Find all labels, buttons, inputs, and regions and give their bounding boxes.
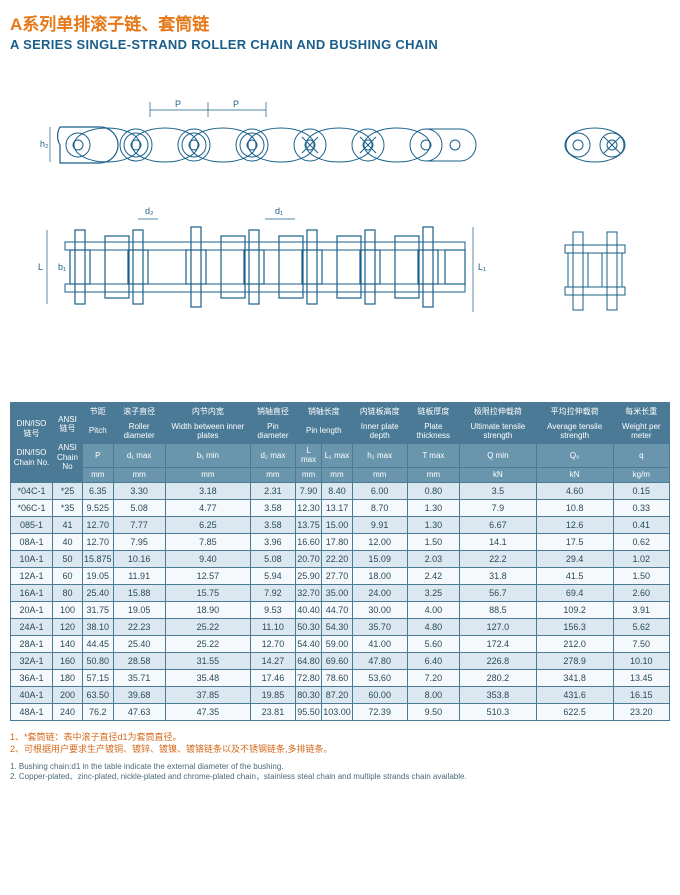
footnotes-chinese: 1、*套筒链：表中滚子直径d1为套筒直径。 2、可根据用户要求生产镀铜、镀锌、镀… [10,731,670,756]
hdr-iso: DIN/ISO 链号DIN/ISO Chain No. [11,403,53,483]
chain-diagram: P P h₂ [10,82,670,362]
table-row: 48A-124076.247.6347.3523.8195.50103.0072… [11,703,670,720]
spec-table: DIN/ISO 链号DIN/ISO Chain No. ANSI 链号ANSI … [10,402,670,721]
table-row: *06C-1*359.5255.084.773.5812.3013.178.70… [11,499,670,516]
table-header: DIN/ISO 链号DIN/ISO Chain No. ANSI 链号ANSI … [11,403,670,483]
table-row: 24A-112038.1022.2325.2211.1050.3054.3035… [11,618,670,635]
svg-text:b₁: b₁ [58,262,66,272]
svg-text:L₁: L₁ [478,262,486,272]
svg-text:P: P [233,99,239,109]
table-row: 16A-18025.4015.8815.757.9232.7035.0024.0… [11,584,670,601]
footnotes-english: 1. Bushing chain:d1 in the table indicat… [10,762,670,783]
table-row: 08A-14012.707.957.853.9616.6017.8012.001… [11,533,670,550]
table-row: 10A-15015.87510.169.405.0820.7022.2015.0… [11,550,670,567]
svg-text:L: L [38,262,43,272]
svg-text:h₂: h₂ [40,139,49,149]
table-row: 36A-118057.1535.7135.4817.4672.8078.6053… [11,669,670,686]
svg-text:d₂: d₂ [145,206,154,216]
table-row: 12A-16019.0511.9112.575.9425.9027.7018.0… [11,567,670,584]
svg-text:P: P [175,99,181,109]
title-chinese: A系列单排滚子链、套筒链 [10,10,670,35]
table-body: *04C-1*256.353.303.182.317.908.406.000.8… [11,482,670,720]
table-row: *04C-1*256.353.303.182.317.908.406.000.8… [11,482,670,499]
table-row: 40A-120063.5039.6837.8519.8580.3087.2060… [11,686,670,703]
title-english: A SERIES SINGLE-STRAND ROLLER CHAIN AND … [10,37,670,52]
hdr-ansi: ANSI 链号ANSI Chain No [53,403,83,483]
table-row: 32A-116050.8028.5831.5514.2764.8069.6047… [11,652,670,669]
svg-text:d₁: d₁ [275,206,283,216]
table-row: 20A-110031.7519.0518.909.5340.4044.7030.… [11,601,670,618]
table-row: 28A-114044.4525.4025.2212.7054.4059.0041… [11,635,670,652]
table-row: 085-14112.707.776.253.5813.7515.009.911.… [11,516,670,533]
